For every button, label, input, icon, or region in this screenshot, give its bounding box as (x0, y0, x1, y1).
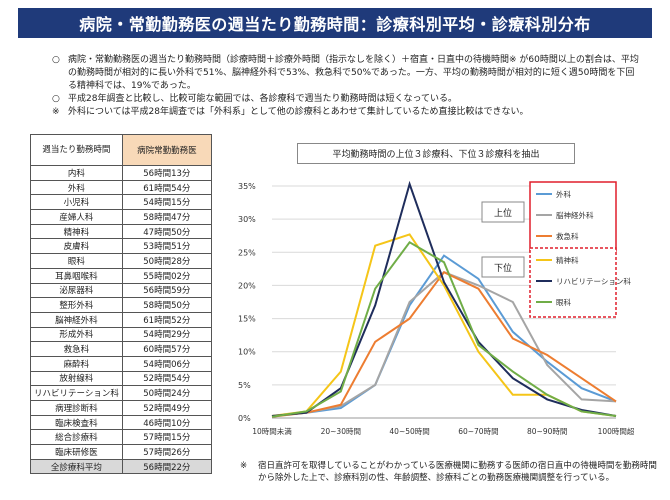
footnote-text: 宿日直許可を取得していることがわかっている医療機関に勤務する医師の宿日直中の待機… (258, 461, 657, 483)
group-tag-label: 上位 (494, 207, 512, 219)
y-tick-label: 15% (238, 315, 256, 324)
chart-title: 平均勤務時間の上位３診療科、下位３診療科を抽出 (297, 143, 575, 164)
table-row: 救急科 60時間57分 (30, 341, 212, 357)
cell-hours: 46時間10分 (121, 414, 212, 431)
legend-label: 眼科 (556, 297, 571, 307)
x-tick-label: 20~30時間 (321, 427, 361, 436)
header-dept: 週当たり勤務時間 (30, 134, 123, 166)
cell-hours: 56時間22分 (121, 458, 212, 475)
cell-hours: 54時間06分 (121, 355, 212, 372)
x-tick-label: 60~70時間 (458, 427, 498, 436)
table-row: 放射線科 52時間54分 (30, 370, 212, 387)
note-text: 病院・常勤勤務医の週当たり勤務時間（診療時間＋診療外時間（指示なしを除く）＋宿直… (68, 55, 639, 91)
table-row: 形成外科 54時間29分 (30, 326, 212, 343)
x-tick-label: 80~90時間 (527, 427, 567, 436)
note-3: ※ 外科については平成28年調査では「外科系」として他の診療科とあわせて集計して… (52, 106, 642, 119)
footnote: ※ 宿日直許可を取得していることがわかっている医療機関に勤務する医師の宿日直中の… (240, 460, 660, 484)
table-row: 臨床研修医 57時間26分 (30, 444, 212, 460)
cell-department: 脳神経外科 (30, 311, 123, 328)
note-bullet: ※ (52, 107, 60, 117)
x-tick-label: 40~50時間 (389, 427, 429, 436)
note-bullet: ○ (52, 55, 60, 65)
y-tick-label: 25% (238, 248, 256, 257)
table-row: 病理診断科 52時間49分 (30, 400, 212, 416)
cell-department: 整形外科 (30, 297, 123, 313)
cell-hours: 61時間52分 (121, 311, 212, 328)
legend-label: 外科 (556, 189, 571, 199)
cell-hours: 58時間50分 (121, 297, 212, 313)
cell-hours: 57時間15分 (121, 429, 212, 446)
table-row: リハビリテーション科 50時間24分 (30, 385, 212, 401)
legend-label: 脳神経外科 (556, 210, 594, 220)
notes: ○ 病院・常勤勤務医の週当たり勤務時間（診療時間＋診療外時間（指示なしを除く）＋… (52, 54, 642, 119)
note-1: ○ 病院・常勤勤務医の週当たり勤務時間（診療時間＋診療外時間（指示なしを除く）＋… (52, 54, 642, 93)
group-tag-box (481, 256, 525, 278)
table-row: 皮膚科 53時間51分 (30, 238, 212, 255)
legend-label: 救急科 (556, 231, 579, 241)
table-header-row: 週当たり勤務時間 病院常勤勤務医 (30, 134, 212, 166)
table-row-average: 全診療科平均 56時間22分 (30, 458, 212, 475)
x-tick-label: 100時間超 (598, 427, 635, 436)
table-row: 脳神経外科 61時間52分 (30, 311, 212, 328)
y-tick-label: 30% (238, 215, 256, 224)
cell-department: 麻酔科 (30, 355, 123, 372)
cell-hours: 56時間59分 (121, 282, 212, 299)
y-tick-label: 5% (238, 381, 251, 390)
cell-hours: 50時間24分 (121, 385, 212, 401)
legend-label: 精神科 (556, 255, 579, 265)
y-tick-label: 10% (238, 348, 256, 357)
legend-label: リハビリテーション科 (556, 276, 631, 286)
y-tick-label: 35% (238, 182, 256, 191)
cell-hours: 60時間57分 (121, 341, 212, 357)
table-row: 眼科 50時間28分 (30, 253, 212, 269)
cell-hours: 57時間26分 (121, 444, 212, 460)
table-row: 小児科 54時間15分 (30, 194, 212, 211)
table-row: 整形外科 58時間50分 (30, 297, 212, 313)
series-line-2 (271, 270, 617, 418)
note-text: 平成28年調査と比較し、比較可能な範囲では、各診療科で週当たり勤務時間は短くなっ… (68, 94, 458, 104)
cell-hours: 50時間28分 (121, 253, 212, 269)
cell-hours: 55時間02分 (121, 267, 212, 284)
page-title: 病院・常勤勤務医の週当たり勤務時間：診療科別平均・診療科別分布 (18, 8, 652, 38)
note-text: 外科については平成28年調査では「外科系」として他の診療科とあわせて集計している… (68, 107, 529, 117)
table-row: 泌尿器科 56時間59分 (30, 282, 212, 299)
table-row: 臨床検査科 46時間10分 (30, 414, 212, 431)
cell-department: 全診療科平均 (30, 458, 123, 475)
cell-hours: 54時間29分 (121, 326, 212, 343)
header-value: 病院常勤勤務医 (121, 134, 212, 166)
group-tag-box (481, 201, 525, 223)
series-line-5 (271, 240, 617, 418)
department-hours-table: 週当たり勤務時間 病院常勤勤務医 内科 56時間13分 外科 61時間54分 小児科 54… (30, 134, 212, 475)
table-row: 内科 56時間13分 (30, 165, 212, 181)
cell-department: 総合診療科 (30, 429, 123, 446)
table-row: 耳鼻咽喉科 55時間02分 (30, 267, 212, 284)
y-tick-label: 0% (238, 414, 251, 423)
series-line-0 (271, 254, 617, 417)
table-body: 内科 56時間13分 外科 61時間54分 小児科 54時間15分 産婦人科 58時間47分精… (30, 165, 212, 475)
series-line-4 (271, 180, 617, 417)
group-tag-label: 下位 (494, 262, 512, 274)
cell-department: 臨床検査科 (30, 414, 123, 431)
cell-hours: 52時間54分 (121, 370, 212, 387)
y-tick-label: 20% (238, 281, 256, 290)
table-row: 総合診療科 57時間15分 (30, 429, 212, 446)
note-bullet: ○ (52, 94, 60, 104)
cell-hours: 52時間49分 (121, 400, 212, 416)
table-row: 産婦人科 58時間47分 (30, 209, 212, 225)
note-2: ○ 平成28年調査と比較し、比較可能な範囲では、各診療科で週当たり勤務時間は短く… (52, 93, 642, 106)
x-tick-label: 10時間未満 (252, 426, 292, 436)
table-row: 麻酔科 54時間06分 (30, 355, 212, 372)
footnote-mark: ※ (240, 461, 248, 471)
